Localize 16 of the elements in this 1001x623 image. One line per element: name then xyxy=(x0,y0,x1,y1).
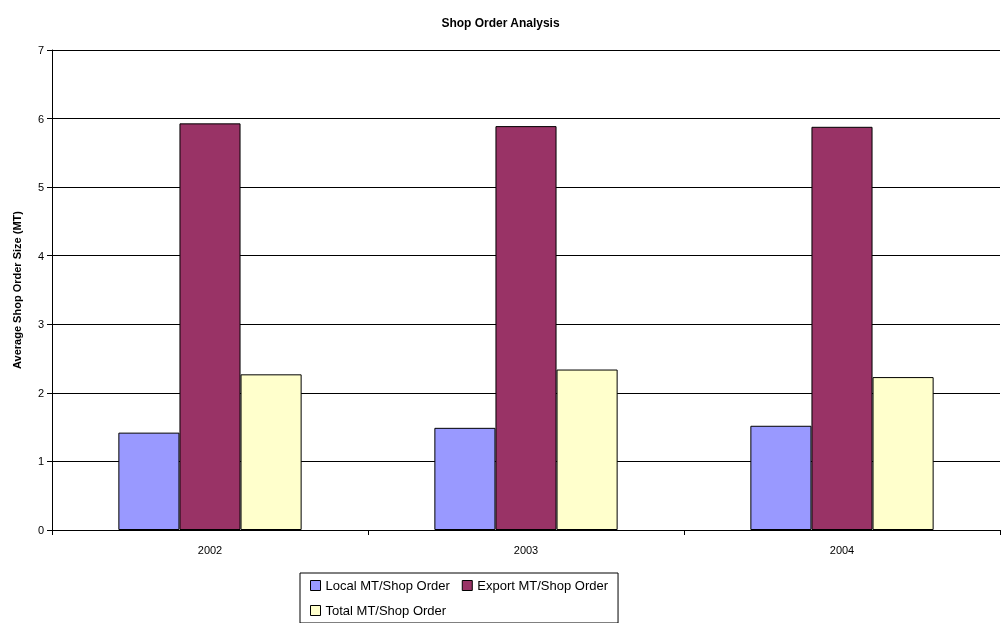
y-tick-label: 5 xyxy=(37,181,44,194)
y-tick-label: 6 xyxy=(37,112,44,125)
x-tick-label: 2002 xyxy=(197,543,223,556)
legend-label: Total MT/Shop Order xyxy=(325,603,447,618)
chart-title: Shop Order Analysis xyxy=(441,16,560,30)
y-axis-title: Average Shop Order Size (MT) xyxy=(10,210,23,369)
y-tick-label: 7 xyxy=(37,44,44,56)
y-tick-label: 2 xyxy=(37,386,44,399)
y-tick-label: 0 xyxy=(37,524,44,536)
legend-label: Local MT/Shop Order xyxy=(325,578,451,593)
legend-label: Export MT/Shop Order xyxy=(477,578,609,593)
y-tick-label: 3 xyxy=(37,318,44,331)
x-tick-label: 2004 xyxy=(829,543,855,556)
y-tick-label: 1 xyxy=(37,455,44,468)
x-tick-label: 2003 xyxy=(513,543,539,556)
y-tick-label: 4 xyxy=(37,249,44,262)
